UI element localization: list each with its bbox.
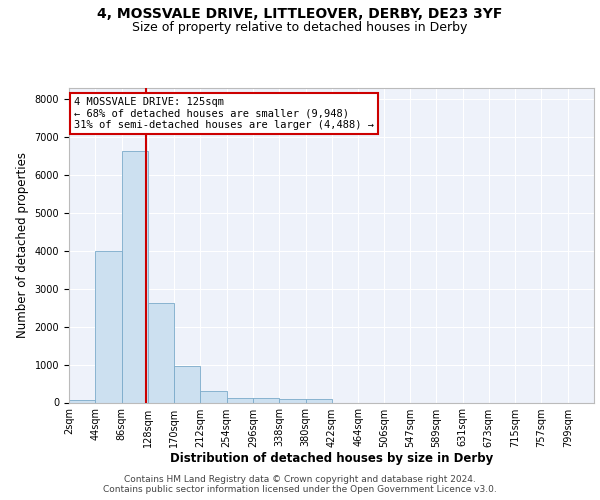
Bar: [148, 303, 174, 402]
Text: Contains HM Land Registry data © Crown copyright and database right 2024.
Contai: Contains HM Land Registry data © Crown c…: [103, 474, 497, 494]
Bar: [122, 152, 148, 402]
Bar: [227, 398, 253, 402]
Bar: [95, 252, 122, 402]
Bar: [253, 398, 279, 402]
Bar: [69, 400, 95, 402]
Bar: [200, 390, 227, 402]
Text: Size of property relative to detached houses in Derby: Size of property relative to detached ho…: [133, 21, 467, 34]
Bar: [305, 400, 332, 402]
Bar: [174, 366, 200, 403]
Y-axis label: Number of detached properties: Number of detached properties: [16, 152, 29, 338]
Text: 4, MOSSVALE DRIVE, LITTLEOVER, DERBY, DE23 3YF: 4, MOSSVALE DRIVE, LITTLEOVER, DERBY, DE…: [97, 8, 503, 22]
X-axis label: Distribution of detached houses by size in Derby: Distribution of detached houses by size …: [170, 452, 493, 466]
Text: 4 MOSSVALE DRIVE: 125sqm
← 68% of detached houses are smaller (9,948)
31% of sem: 4 MOSSVALE DRIVE: 125sqm ← 68% of detach…: [74, 97, 374, 130]
Bar: [279, 399, 305, 402]
